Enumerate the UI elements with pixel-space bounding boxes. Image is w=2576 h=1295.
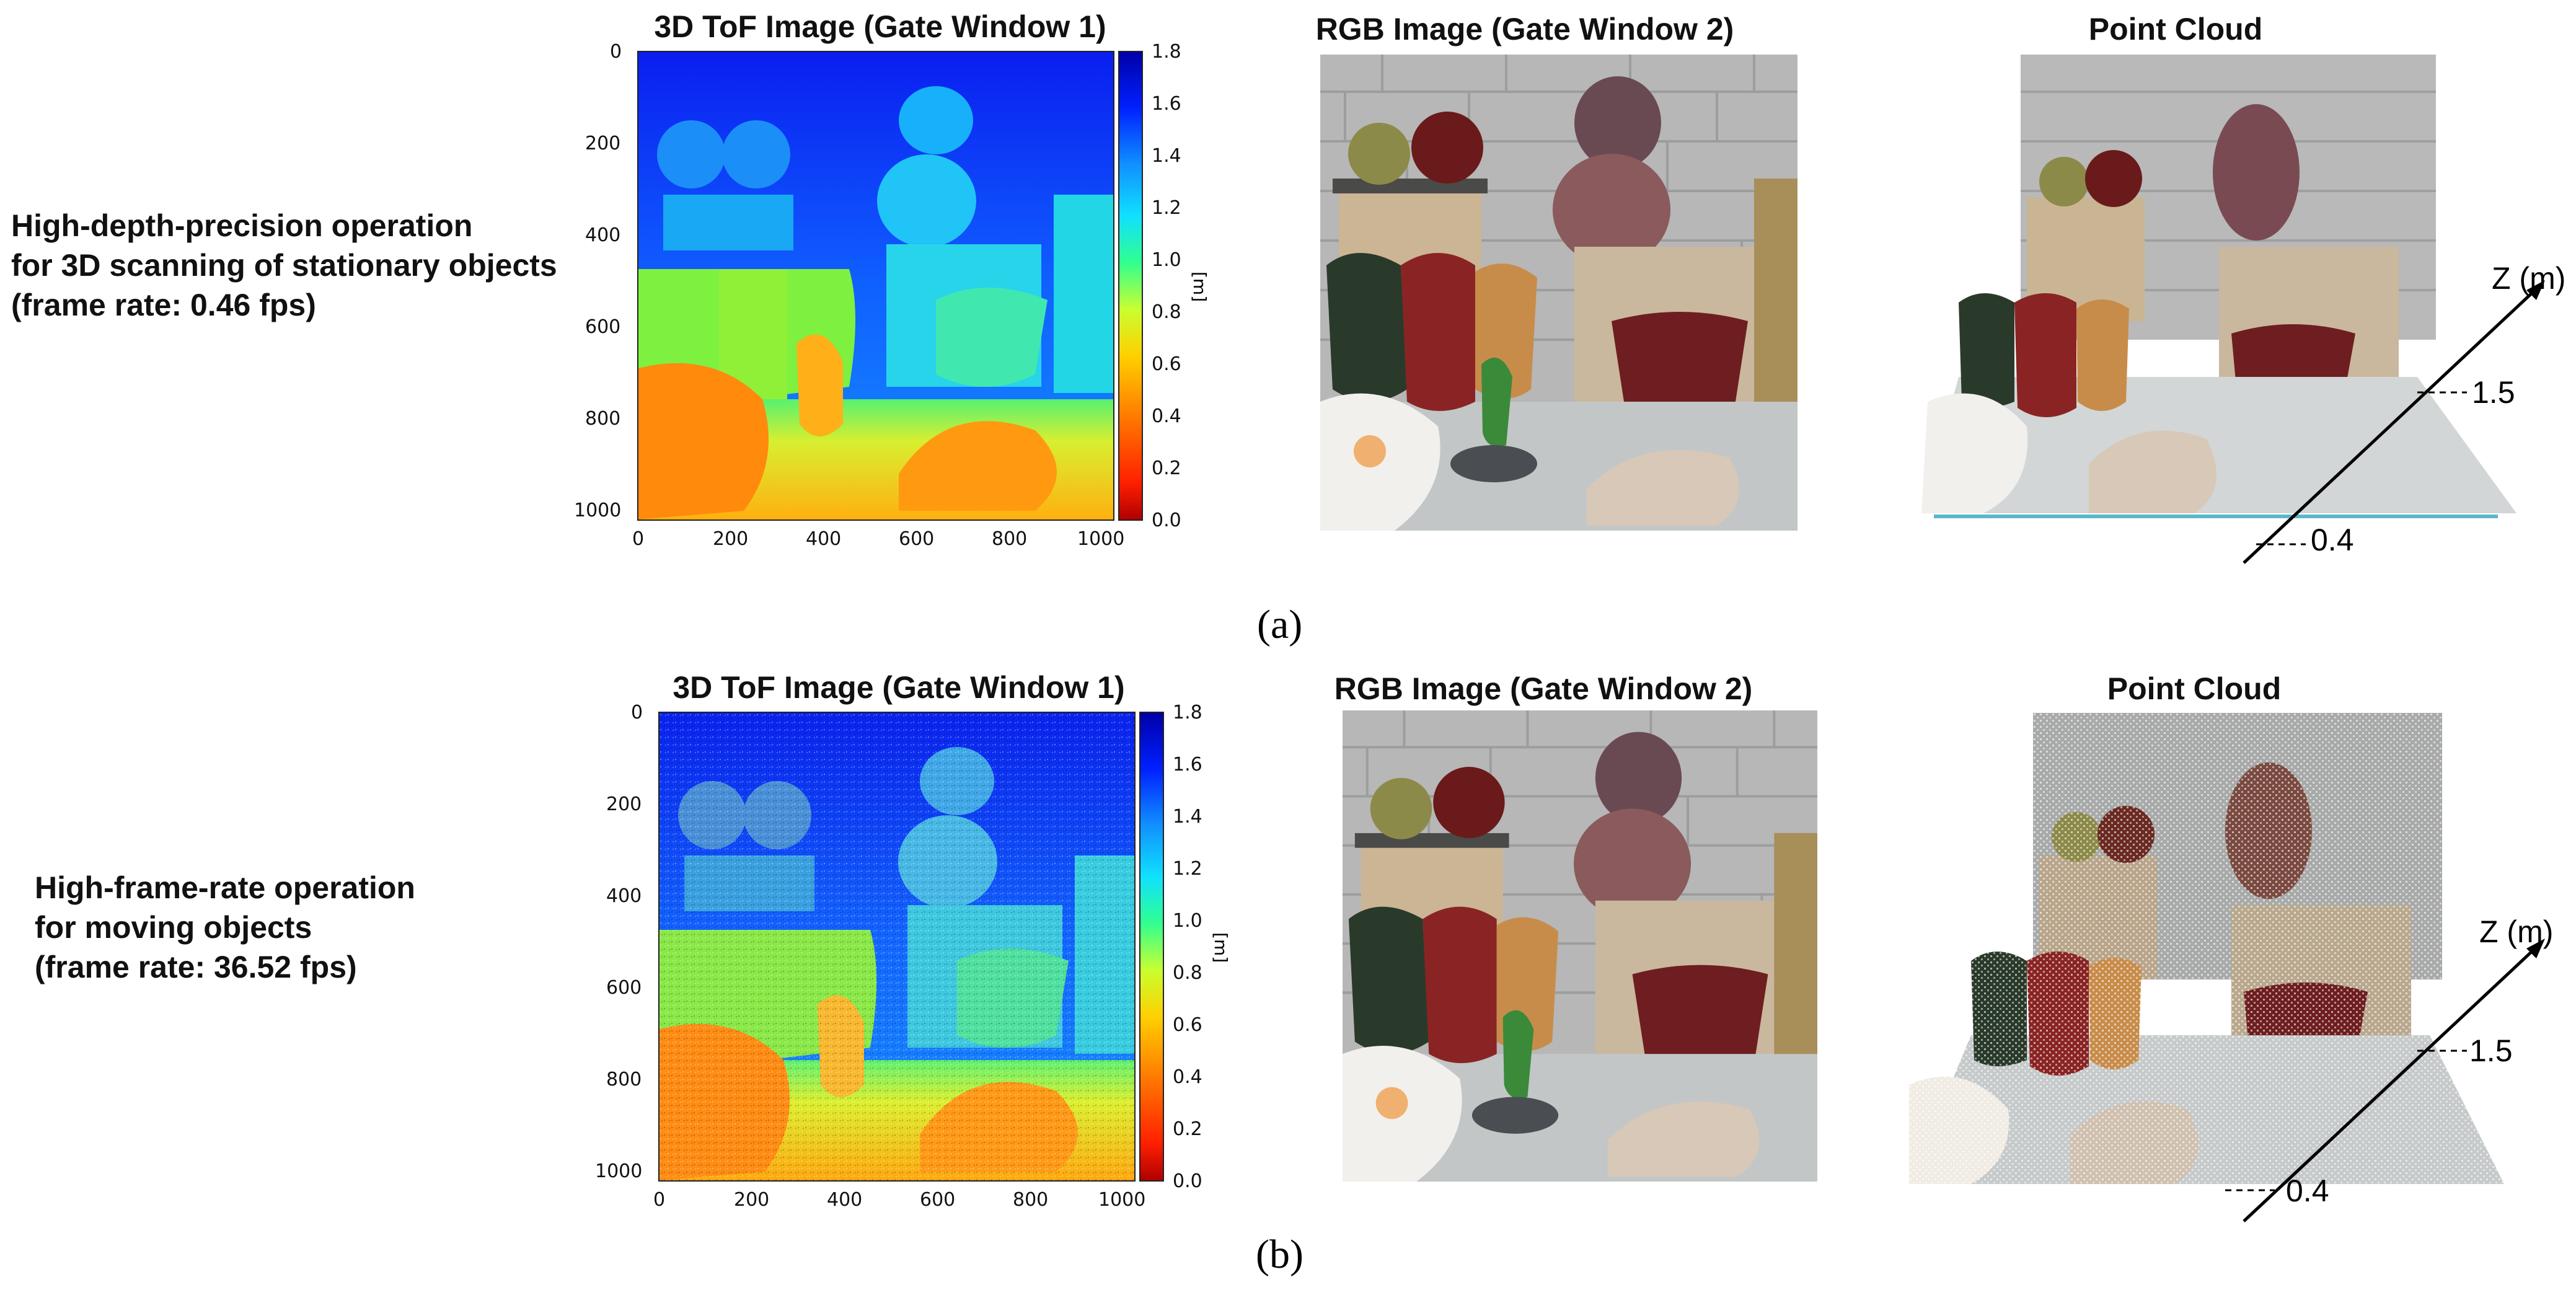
- row-a-description: High-depth-precision operation for 3D sc…: [11, 206, 557, 325]
- row-b-tof-depth-image: [658, 712, 1136, 1182]
- row-b-cbar-tick-0.4: 0.4: [1173, 1066, 1202, 1088]
- row-b-point-cloud-graphic: [1909, 713, 2545, 1222]
- row-a-cbar-tick-0.6: 0.6: [1152, 353, 1181, 375]
- row-b-y-tick-800: 800: [606, 1069, 642, 1090]
- row-b-rgb-scene-graphic: [1343, 710, 1817, 1182]
- row-b-cbar-tick-0.8: 0.8: [1173, 962, 1202, 984]
- row-a-cbar-tick-1.2: 1.2: [1152, 197, 1181, 219]
- row-b-description: High-frame-rate operation for moving obj…: [35, 868, 415, 987]
- row-a-cbar-tick-1.0: 1.0: [1152, 249, 1181, 271]
- row-b-caption: (b): [1256, 1232, 1303, 1277]
- row-b-description-line-2: for moving objects: [35, 910, 312, 945]
- row-a-colorbar-label: [m]: [1189, 272, 1210, 303]
- row-a-z-axis-label: Z (m): [2492, 261, 2566, 296]
- row-a-x-tick-1000: 1000: [1077, 528, 1125, 550]
- row-b-z-axis-line: [2243, 947, 2536, 1222]
- row-a-tof-title: 3D ToF Image (Gate Window 1): [654, 9, 1106, 44]
- row-b-z-tick-near: 0.4: [2286, 1173, 2329, 1208]
- row-a-x-tick-600: 600: [899, 528, 935, 550]
- row-b-y-tick-200: 200: [606, 793, 642, 815]
- row-b-cbar-tick-1.0: 1.0: [1173, 910, 1202, 932]
- row-b-cbar-tick-1.6: 1.6: [1173, 754, 1202, 776]
- row-a-cbar-tick-0.8: 0.8: [1152, 301, 1181, 323]
- row-b-z-axis-label: Z (m): [2479, 914, 2554, 949]
- row-a-rgb-photo: [1320, 55, 1797, 531]
- row-b-colorbar: [1139, 712, 1164, 1182]
- row-b-cbar-tick-0.2: 0.2: [1173, 1118, 1202, 1140]
- row-b-y-tick-600: 600: [606, 977, 642, 999]
- row-a-colorbar: [1118, 51, 1143, 521]
- row-b-tof-title: 3D ToF Image (Gate Window 1): [673, 670, 1125, 705]
- row-b-colorbar-label: [m]: [1211, 932, 1231, 963]
- row-a-z-tick-near: 0.4: [2311, 523, 2354, 557]
- row-a-rgb-scene-graphic: [1320, 55, 1797, 531]
- row-a-y-tick-400: 400: [585, 224, 621, 246]
- row-b-cloud-title: Point Cloud: [2107, 671, 2282, 706]
- row-a-description-line-2: for 3D scanning of stationary objects: [11, 248, 557, 283]
- row-a-z-axis-line: [2243, 289, 2536, 564]
- row-a-point-cloud-graphic: [1921, 55, 2545, 564]
- row-b-cbar-tick-0.6: 0.6: [1173, 1014, 1202, 1036]
- row-b-rgb-title: RGB Image (Gate Window 2): [1334, 671, 1753, 706]
- row-b-x-tick-0: 0: [653, 1189, 666, 1211]
- row-b-description-line-1: High-frame-rate operation: [35, 870, 415, 905]
- row-a-x-tick-0: 0: [632, 528, 645, 550]
- row-a-point-cloud: [1884, 55, 2566, 575]
- row-a-x-tick-400: 400: [806, 528, 842, 550]
- row-b-cbar-tick-0.0: 0.0: [1173, 1170, 1202, 1192]
- row-b-cbar-tick-1.8: 1.8: [1173, 702, 1202, 723]
- row-b-description-line-3: (frame rate: 36.52 fps): [35, 950, 357, 984]
- row-a-y-tick-800: 800: [585, 408, 621, 430]
- row-b-x-tick-800: 800: [1013, 1189, 1049, 1211]
- row-a-cbar-tick-0.2: 0.2: [1152, 457, 1181, 479]
- row-a-description-line-1: High-depth-precision operation: [11, 208, 473, 243]
- row-b-y-tick-0: 0: [631, 702, 643, 723]
- row-a-z-tick-far: 1.5: [2472, 375, 2515, 410]
- row-b-cbar-tick-1.2: 1.2: [1173, 858, 1202, 880]
- row-b-x-tick-600: 600: [920, 1189, 956, 1211]
- row-a-tof-depth-graphic: [638, 52, 1113, 519]
- row-a-cbar-tick-1.8: 1.8: [1152, 41, 1181, 63]
- row-a-cbar-tick-0.0: 0.0: [1152, 510, 1181, 531]
- row-a-description-line-3: (frame rate: 0.46 fps): [11, 288, 316, 322]
- row-b-tof-depth-graphic: [659, 713, 1134, 1180]
- row-a-x-tick-800: 800: [992, 528, 1028, 550]
- row-a-x-tick-200: 200: [713, 528, 749, 550]
- row-b-point-cloud: [1884, 713, 2566, 1234]
- row-b-x-tick-400: 400: [827, 1189, 863, 1211]
- row-a-y-tick-0: 0: [610, 41, 622, 63]
- row-a-cbar-tick-1.6: 1.6: [1152, 93, 1181, 115]
- row-a-y-tick-600: 600: [585, 316, 621, 338]
- row-b-cbar-tick-1.4: 1.4: [1173, 806, 1202, 828]
- row-a-cbar-tick-0.4: 0.4: [1152, 405, 1181, 427]
- row-a-cbar-tick-1.4: 1.4: [1152, 145, 1181, 167]
- row-a-y-tick-200: 200: [585, 133, 621, 154]
- row-b-rgb-photo: [1343, 710, 1817, 1182]
- row-b-y-tick-1000: 1000: [595, 1160, 643, 1182]
- row-a-y-tick-1000: 1000: [574, 500, 622, 521]
- row-b-y-tick-400: 400: [606, 885, 642, 907]
- row-a-rgb-title: RGB Image (Gate Window 2): [1315, 12, 1734, 46]
- row-a-caption: (a): [1257, 602, 1303, 647]
- row-b-x-tick-1000: 1000: [1098, 1189, 1146, 1211]
- row-b-x-tick-200: 200: [734, 1189, 770, 1211]
- row-a-tof-depth-image: [637, 51, 1114, 521]
- row-a-cloud-title: Point Cloud: [2088, 12, 2263, 46]
- row-b-z-tick-far: 1.5: [2469, 1033, 2513, 1068]
